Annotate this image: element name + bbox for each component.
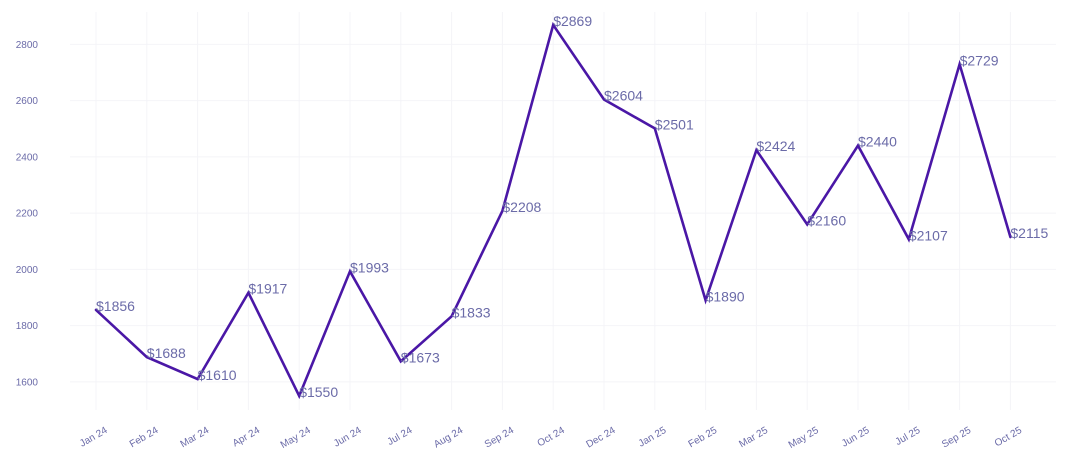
x-tick-label: Oct 25 (993, 425, 1024, 449)
y-tick-label: 2800 (16, 40, 39, 51)
x-tick-label: May 25 (787, 425, 821, 451)
y-tick-label: 1800 (16, 321, 39, 332)
x-tick-label: Dec 24 (585, 425, 618, 451)
x-tick-label: Feb 25 (687, 425, 720, 450)
x-grid (95, 12, 1011, 410)
data-label: $2869 (553, 13, 592, 29)
x-tick-label: Oct 24 (536, 425, 567, 449)
x-tick-label: Jan 24 (78, 425, 110, 450)
data-label: $2160 (807, 212, 846, 228)
y-tick-label: 2600 (16, 96, 39, 107)
x-tick-label: Aug 24 (432, 425, 465, 451)
data-label: $2424 (756, 138, 795, 154)
y-grid (70, 43, 1056, 383)
x-tick-label: Jan 25 (637, 425, 669, 450)
data-label: $2501 (655, 116, 694, 132)
x-tick-label: Jun 25 (840, 425, 872, 450)
data-label: $2440 (858, 134, 897, 150)
series-line (94, 21, 1012, 400)
y-tick-label: 2400 (16, 152, 39, 163)
y-tick-label: 2000 (16, 265, 39, 276)
data-label: $2729 (960, 52, 999, 68)
data-label: $1917 (248, 281, 287, 297)
data-label: $2107 (909, 227, 948, 243)
x-tick-label: Jun 24 (332, 425, 364, 450)
data-label: $1833 (452, 304, 491, 320)
data-label: $1688 (147, 345, 186, 361)
x-tick-label: Mar 25 (737, 425, 770, 450)
x-tick-label: Sep 25 (940, 425, 973, 451)
x-tick-label: Feb 24 (128, 425, 161, 450)
x-tick-label: May 24 (279, 425, 313, 451)
data-labels: $1856 $1688 $1610 $1917 $1550 $1993 $1673 $1833… (96, 13, 1049, 400)
y-tick-label: 2200 (16, 209, 39, 220)
x-tick-label: Mar 24 (179, 425, 212, 450)
data-label: $2115 (1010, 225, 1048, 241)
data-label: $1890 (706, 288, 745, 304)
y-tick-label: 1600 (16, 377, 39, 388)
x-tick-label: Jul 25 (894, 425, 923, 448)
data-label: $2604 (604, 87, 643, 103)
x-tick-label: Jul 24 (386, 425, 415, 448)
data-label: $1993 (350, 259, 389, 275)
x-axis-ticks: Jan 24 Feb 24 Mar 24 Apr 24 May 24 Jun 24 Jul … (78, 425, 1024, 451)
data-label: $1673 (401, 349, 440, 365)
x-tick-label: Apr 24 (231, 425, 262, 449)
data-label: $1610 (198, 367, 237, 383)
data-label: $1550 (299, 384, 338, 400)
data-label: $2208 (502, 199, 541, 215)
y-axis-ticks: 1600 1800 2000 2200 2400 2600 2800 (16, 40, 39, 389)
x-tick-label: Sep 24 (483, 425, 516, 451)
data-label: $1856 (96, 298, 135, 314)
